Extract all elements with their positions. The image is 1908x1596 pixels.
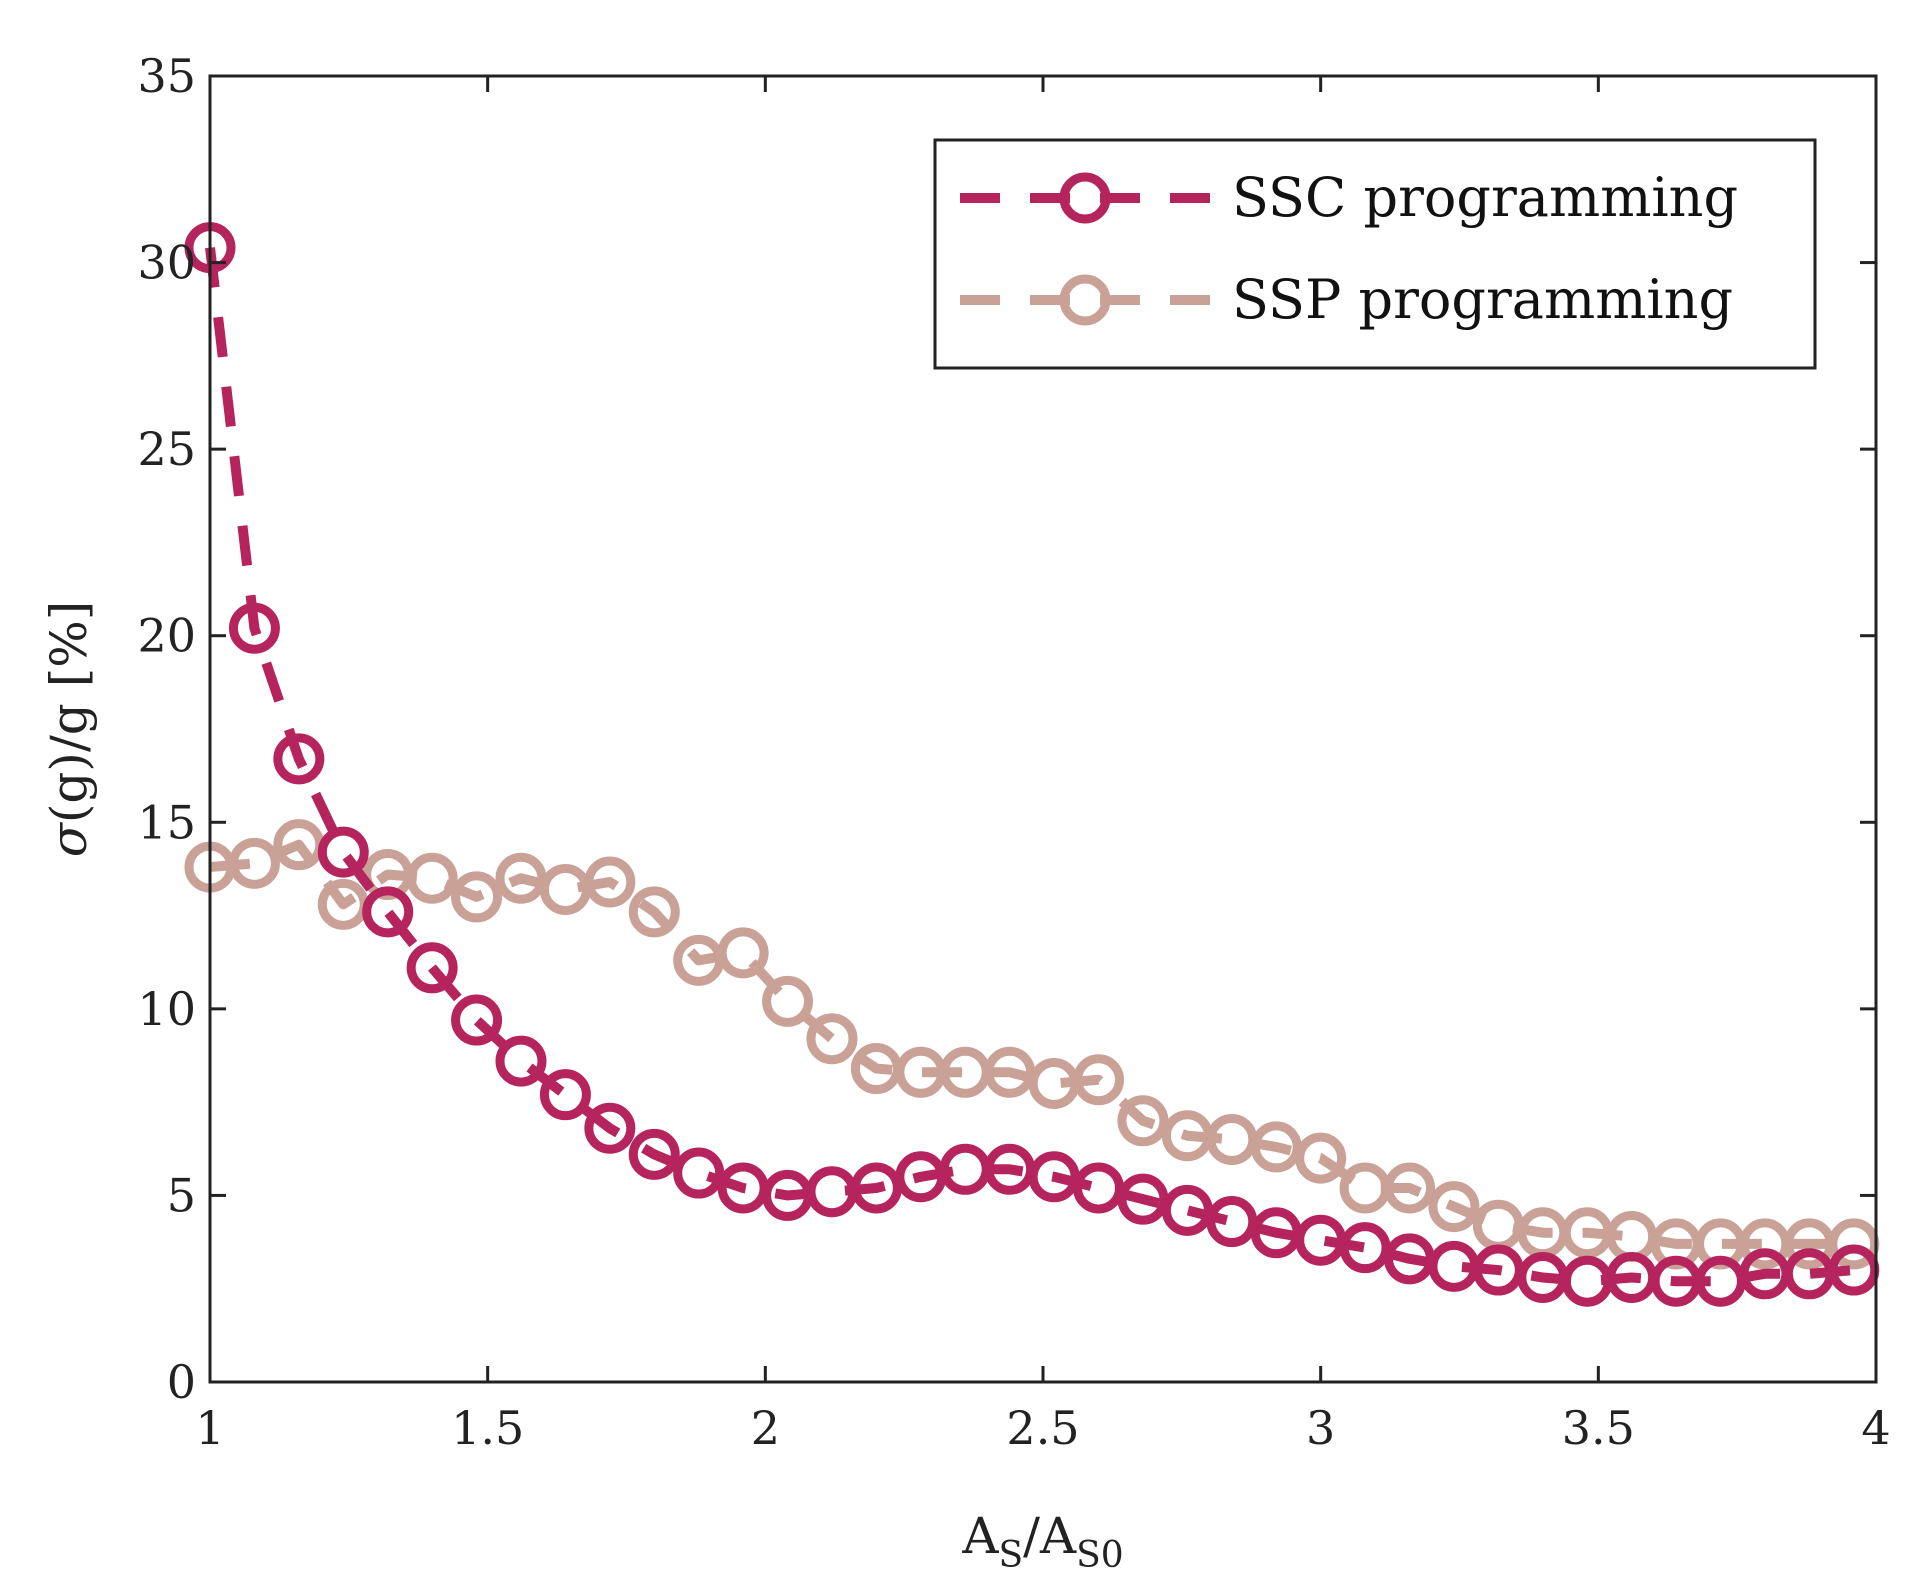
data-point-ssc (539, 1069, 591, 1121)
y-axis-label: σ(g)/g [%] (40, 601, 98, 857)
data-point-ssp (1339, 1162, 1391, 1214)
x-tick-label: 2 (751, 1401, 780, 1455)
data-point-ssc (1161, 1184, 1213, 1236)
legend-entry-ssp: SSP programming (960, 268, 1733, 331)
data-point-ssp (806, 1013, 858, 1065)
data-point-ssp (1295, 1132, 1347, 1184)
legend: SSC programming SSP programming (933, 138, 1817, 370)
data-point-ssp (1117, 1095, 1169, 1147)
data-point-ssc (1117, 1173, 1169, 1225)
data-point-ssp (1384, 1162, 1436, 1214)
legend-entry-ssc: SSC programming (960, 166, 1738, 229)
data-point-ssc (495, 1035, 547, 1087)
series-ssc (184, 222, 1880, 1307)
data-point-ssc (628, 1128, 680, 1180)
y-tick-label: 5 (167, 1168, 196, 1222)
x-tick-label: 1 (195, 1401, 224, 1455)
legend-ssp-label: SSP programming (1232, 268, 1733, 331)
data-point-ssp (406, 852, 458, 904)
y-tick-label: 30 (137, 236, 196, 290)
ticks-layer: 1 1.5 2 2.5 3 3.5 4 0 5 10 15 20 25 30 35 (137, 49, 1890, 1455)
series-layer (184, 222, 1880, 1307)
data-point-ssp (451, 871, 503, 923)
data-point-ssp (984, 1046, 1036, 1098)
legend-ssc-marker (1059, 172, 1111, 224)
y-tick-label: 35 (137, 49, 196, 103)
data-point-ssc (317, 826, 369, 878)
data-point-ssp (584, 856, 636, 908)
data-point-ssp (717, 927, 769, 979)
x-tick-label: 4 (1861, 1401, 1890, 1455)
legend-ssp-marker (1059, 274, 1111, 326)
data-point-ssc (406, 942, 458, 994)
y-tick-label: 25 (137, 422, 196, 476)
data-point-ssc (1206, 1196, 1258, 1248)
series-line-ssc (205, 247, 1855, 1287)
data-point-ssp (1472, 1199, 1524, 1251)
x-tick-label: 3 (1306, 1401, 1335, 1455)
data-point-ssc (584, 1102, 636, 1154)
x-axis-label: AS/AS0 (961, 1507, 1123, 1576)
series-ssp (184, 819, 1880, 1270)
y-tick-label: 15 (137, 795, 196, 849)
data-point-ssp (1428, 1181, 1480, 1233)
data-point-ssp (1073, 1054, 1125, 1106)
data-point-ssc (1028, 1151, 1080, 1203)
y-tick-label: 20 (137, 609, 196, 663)
data-point-ssc (850, 1162, 902, 1214)
data-point-ssc (1339, 1222, 1391, 1274)
data-point-ssc (228, 602, 280, 654)
data-point-ssp (762, 975, 814, 1027)
data-point-ssc (673, 1147, 725, 1199)
data-point-ssc (273, 733, 325, 785)
data-point-ssp (1250, 1121, 1302, 1173)
data-point-ssc (362, 886, 414, 938)
data-point-ssp (628, 886, 680, 938)
y-tick-label: 10 (137, 982, 196, 1036)
y-tick-label: 0 (167, 1355, 196, 1409)
data-point-ssp (228, 837, 280, 889)
x-tick-label: 2.5 (1006, 1401, 1079, 1455)
legend-ssc-label: SSC programming (1232, 166, 1738, 229)
x-tick-label: 1.5 (451, 1401, 524, 1455)
x-tick-label: 3.5 (1562, 1401, 1635, 1455)
data-point-ssp (495, 852, 547, 904)
data-point-ssc (1073, 1162, 1125, 1214)
data-point-ssc (451, 994, 503, 1046)
